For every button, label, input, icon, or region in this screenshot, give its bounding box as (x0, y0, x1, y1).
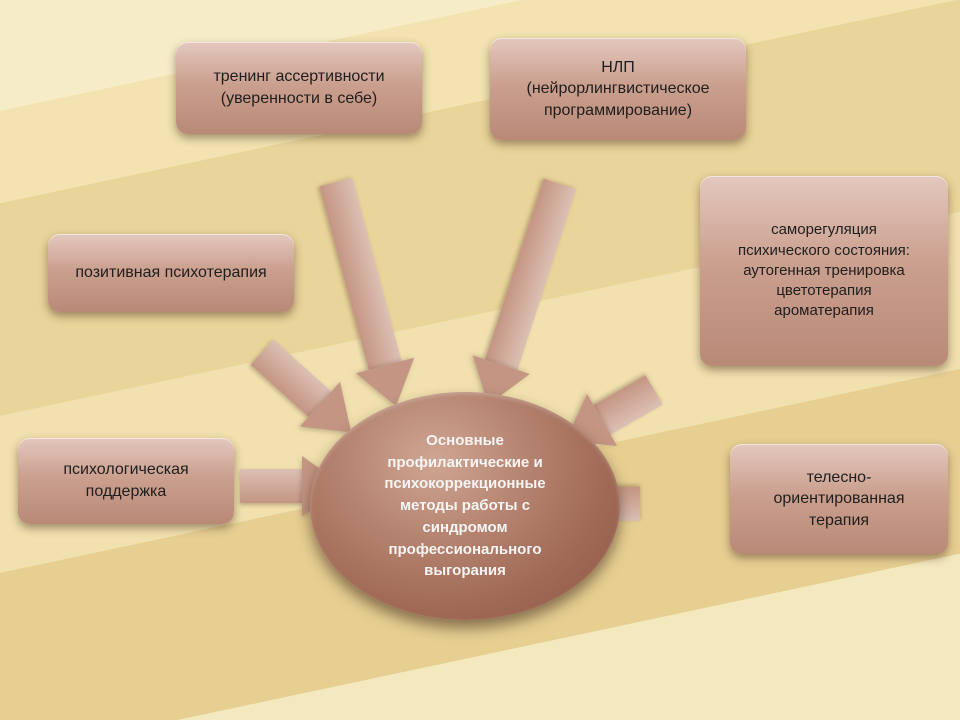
node-psych-support: психологическая поддержка (18, 438, 234, 524)
node-assertiveness-training: тренинг ассертивности (уверенности в себ… (176, 42, 422, 134)
node-positive-psychotherapy: позитивная психотерапия (48, 234, 294, 312)
node-label: НЛП (нейрорлингвистическое программирова… (526, 57, 709, 122)
node-body-oriented-therapy: телесно- ориентированная терапия (730, 444, 948, 554)
node-label: психологическая поддержка (63, 459, 188, 502)
node-label: телесно- ориентированная терапия (774, 467, 905, 532)
node-label: позитивная психотерапия (75, 262, 266, 284)
center-ellipse: Основные профилактические и психокоррекц… (310, 392, 620, 620)
node-self-regulation: саморегуляция психического состояния: ау… (700, 176, 948, 366)
center-label: Основные профилактические и психокоррекц… (384, 430, 545, 582)
node-label: саморегуляция психического состояния: ау… (738, 220, 910, 321)
arrow-n4 (460, 175, 589, 414)
node-label: тренинг ассертивности (уверенности в себ… (213, 66, 384, 109)
node-nlp: НЛП (нейрорлингвистическое программирова… (490, 38, 746, 140)
